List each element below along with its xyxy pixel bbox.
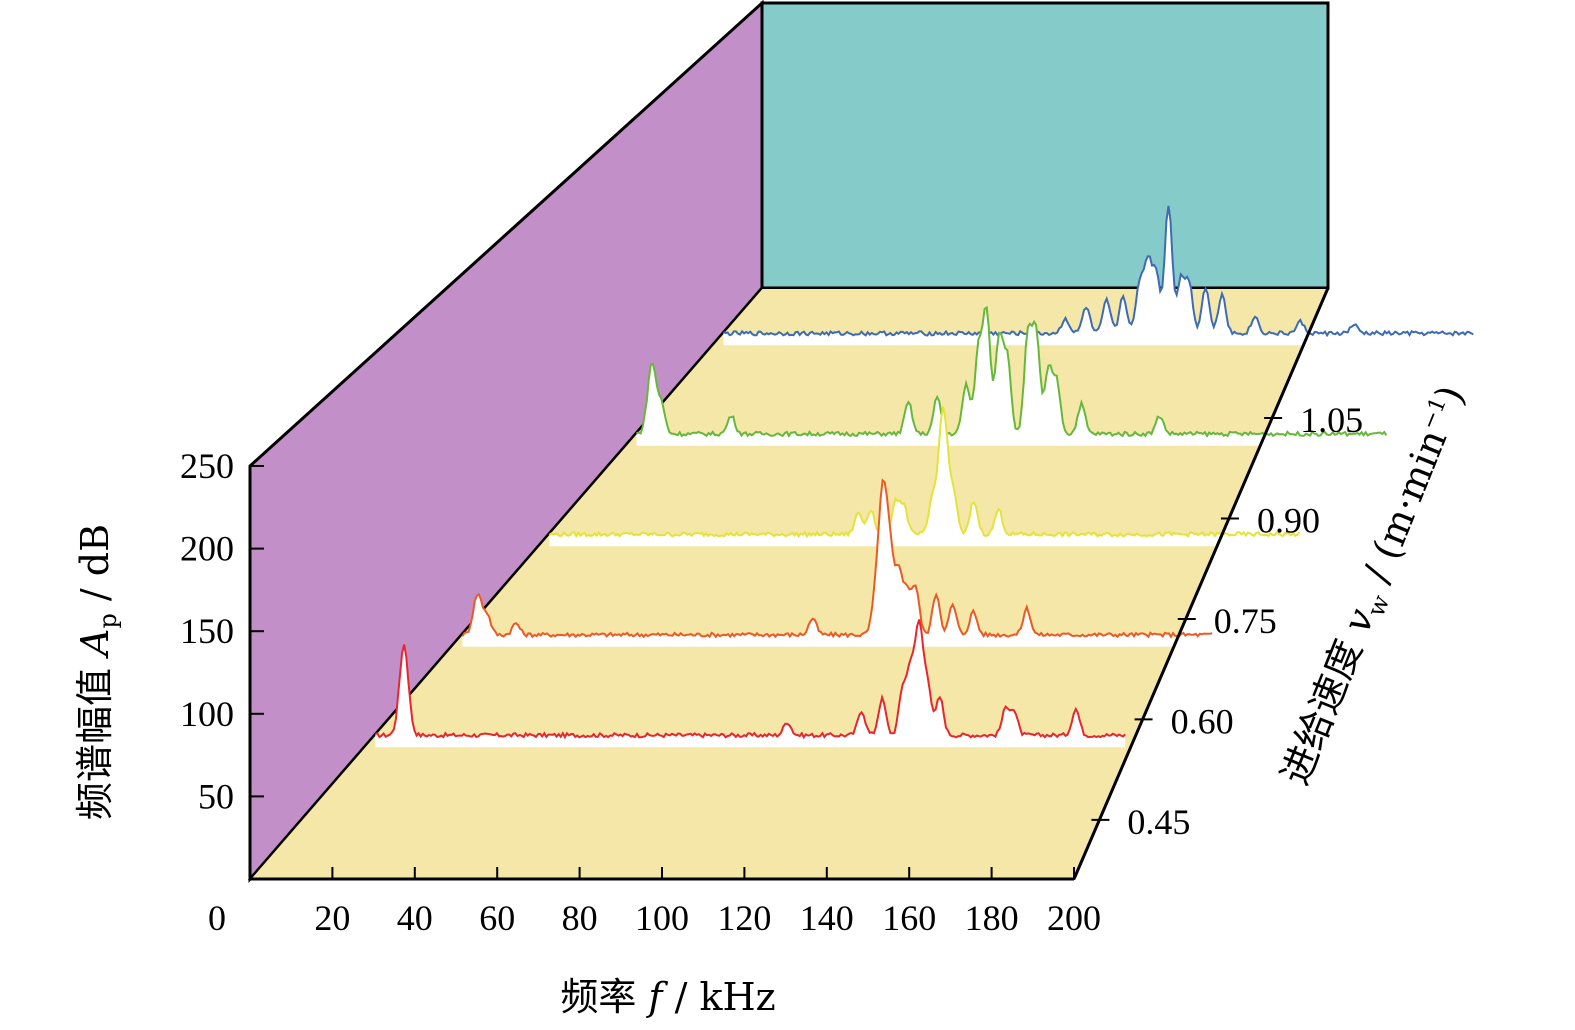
x-tick-label: 160 [882,898,936,938]
x-tick-label: 100 [635,898,689,938]
x-tick-label: 0 [208,898,226,938]
series-line-0.45 [375,619,1126,740]
x-tick-label: 40 [397,898,433,938]
x-tick-label: 20 [314,898,350,938]
z-tick-label: 0.75 [1214,601,1277,641]
series-line-1.05 [723,205,1474,338]
y-tick-label: 100 [180,694,234,734]
x-tick-label: 80 [562,898,598,938]
y-tick-label: 50 [198,776,234,816]
z-ticks: 0.45 0.60 0.75 0.90 1.05 [1091,400,1363,842]
x-axis-label: 频率 f / kHz [560,975,775,1019]
y-tick-label: 250 [180,446,234,486]
back-wall [760,1,1330,290]
z-tick-label: 1.05 [1300,400,1363,440]
y-ticks: 50 100 150 200 250 [180,446,264,816]
x-tick-label: 60 [479,898,515,938]
z-axis [1072,287,1330,880]
series-fill-0.45 [375,619,1126,748]
y-axis-label: 频谱幅值 Ap / dB [73,524,122,820]
x-ticks: 0 20 40 60 80 100 120 140 160 180 200 [208,867,1101,938]
z-tick-label: 0.45 [1127,802,1190,842]
z-tick-label: 0.90 [1257,500,1320,540]
series-line-0.60 [461,478,1213,639]
series-line-0.75 [548,406,1301,539]
x-tick-label: 120 [717,898,771,938]
series-fill-0.90 [636,307,1387,446]
y-tick-label: 150 [180,611,234,651]
x-tick-label: 200 [1047,898,1101,938]
x-tick-label: 140 [800,898,854,938]
series-layer [375,205,1474,748]
series-line-0.90 [636,305,1388,438]
z-tick-label: 0.60 [1171,701,1234,741]
x-tick-label: 180 [965,898,1019,938]
y-tick-label: 200 [180,529,234,569]
